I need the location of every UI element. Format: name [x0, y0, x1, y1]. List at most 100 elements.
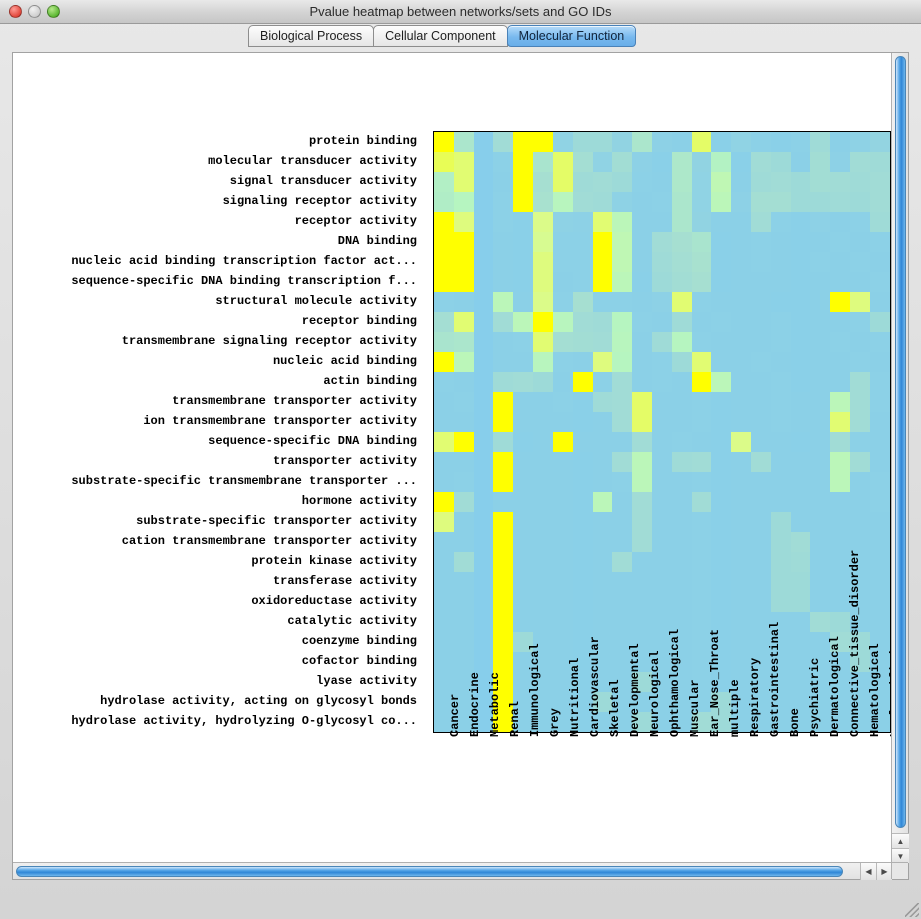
heatmap-cell[interactable]	[632, 532, 652, 552]
heatmap-cell[interactable]	[473, 652, 494, 672]
heatmap-cell[interactable]	[513, 472, 534, 492]
heatmap-cell[interactable]	[790, 512, 811, 532]
heatmap-cell[interactable]	[533, 132, 553, 152]
heatmap-cell[interactable]	[711, 352, 732, 372]
heatmap-cell[interactable]	[513, 432, 534, 452]
heatmap-cell[interactable]	[810, 652, 831, 672]
heatmap-cell[interactable]	[731, 552, 751, 572]
heatmap-cell[interactable]	[790, 692, 811, 712]
heatmap-cell[interactable]	[612, 212, 633, 232]
heatmap-cell[interactable]	[651, 252, 672, 272]
heatmap-cell[interactable]	[691, 232, 712, 252]
heatmap-cell[interactable]	[691, 652, 712, 672]
heatmap-cell[interactable]	[453, 632, 474, 652]
heatmap-cell[interactable]	[552, 332, 573, 352]
heatmap-cell[interactable]	[552, 132, 573, 152]
heatmap-cell[interactable]	[830, 272, 851, 292]
heatmap-cell[interactable]	[830, 692, 851, 712]
heatmap-cell[interactable]	[434, 412, 454, 432]
heatmap-cell[interactable]	[434, 652, 454, 672]
heatmap-cell[interactable]	[612, 612, 633, 632]
heatmap-cell[interactable]	[790, 392, 811, 412]
heatmap-cell[interactable]	[731, 492, 751, 512]
heatmap-cell[interactable]	[632, 152, 652, 172]
heatmap-cell[interactable]	[751, 152, 771, 172]
heatmap-cell[interactable]	[810, 452, 831, 472]
heatmap-cell[interactable]	[671, 632, 692, 652]
heatmap-cell[interactable]	[830, 152, 851, 172]
heatmap-cell[interactable]	[790, 552, 811, 572]
heatmap-cell[interactable]	[632, 672, 652, 692]
heatmap-cell[interactable]	[592, 632, 613, 652]
heatmap-cell[interactable]	[651, 132, 672, 152]
heatmap-cell[interactable]	[434, 232, 454, 252]
heatmap-cell[interactable]	[453, 172, 474, 192]
heatmap-cell[interactable]	[711, 532, 732, 552]
heatmap-cell[interactable]	[711, 412, 732, 432]
heatmap-cell[interactable]	[751, 412, 771, 432]
heatmap-cell[interactable]	[790, 332, 811, 352]
heatmap-cell[interactable]	[691, 672, 712, 692]
heatmap-cell[interactable]	[533, 352, 553, 372]
heatmap-cell[interactable]	[632, 632, 652, 652]
heatmap-cell[interactable]	[671, 212, 692, 232]
heatmap-cell[interactable]	[473, 612, 494, 632]
heatmap-cell[interactable]	[513, 692, 534, 712]
heatmap-cell[interactable]	[592, 612, 613, 632]
heatmap-cell[interactable]	[612, 692, 633, 712]
heatmap-cell[interactable]	[592, 552, 613, 572]
heatmap-cell[interactable]	[711, 452, 732, 472]
heatmap-cell[interactable]	[513, 152, 534, 172]
heatmap-cell[interactable]	[651, 692, 672, 712]
heatmap-cell[interactable]	[751, 572, 771, 592]
heatmap-cell[interactable]	[513, 552, 534, 572]
heatmap-cell[interactable]	[513, 252, 534, 272]
heatmap-cell[interactable]	[533, 472, 553, 492]
heatmap-cell[interactable]	[810, 712, 831, 732]
heatmap-cell[interactable]	[453, 692, 474, 712]
heatmap-cell[interactable]	[731, 692, 751, 712]
heatmap-cell[interactable]	[493, 412, 514, 432]
heatmap-cell[interactable]	[751, 372, 771, 392]
heatmap-cell[interactable]	[671, 172, 692, 192]
heatmap-cell[interactable]	[790, 412, 811, 432]
heatmap-cell[interactable]	[751, 192, 771, 212]
heatmap-cell[interactable]	[770, 692, 791, 712]
heatmap-cell[interactable]	[632, 312, 652, 332]
heatmap-cell[interactable]	[533, 572, 553, 592]
heatmap-cell[interactable]	[810, 512, 831, 532]
heatmap-cell[interactable]	[671, 132, 692, 152]
heatmap-cell[interactable]	[691, 432, 712, 452]
heatmap-cell[interactable]	[810, 312, 831, 332]
resize-grip-icon[interactable]	[905, 903, 919, 917]
heatmap-cell[interactable]	[731, 332, 751, 352]
heatmap-cell[interactable]	[612, 632, 633, 652]
heatmap-cell[interactable]	[770, 672, 791, 692]
heatmap-cell[interactable]	[552, 192, 573, 212]
heatmap-cell[interactable]	[810, 592, 831, 612]
heatmap-cell[interactable]	[533, 552, 553, 572]
heatmap-cell[interactable]	[691, 152, 712, 172]
heatmap-cell[interactable]	[453, 592, 474, 612]
heatmap-cell[interactable]	[869, 452, 890, 472]
heatmap-cell[interactable]	[612, 172, 633, 192]
heatmap-cell[interactable]	[434, 592, 454, 612]
heatmap-cell[interactable]	[711, 132, 732, 152]
heatmap-cell[interactable]	[493, 372, 514, 392]
heatmap-cell[interactable]	[434, 672, 454, 692]
heatmap-cell[interactable]	[552, 292, 573, 312]
heatmap-cell[interactable]	[493, 252, 514, 272]
heatmap-cell[interactable]	[810, 252, 831, 272]
heatmap-cell[interactable]	[810, 552, 831, 572]
heatmap-cell[interactable]	[493, 652, 514, 672]
heatmap-cell[interactable]	[869, 432, 890, 452]
heatmap-cell[interactable]	[691, 292, 712, 312]
heatmap-cell[interactable]	[473, 412, 494, 432]
heatmap-cell[interactable]	[691, 132, 712, 152]
heatmap-cell[interactable]	[493, 472, 514, 492]
heatmap-cell[interactable]	[612, 192, 633, 212]
heatmap-cell[interactable]	[473, 332, 494, 352]
heatmap-cell[interactable]	[513, 612, 534, 632]
heatmap-cell[interactable]	[592, 172, 613, 192]
heatmap-cell[interactable]	[473, 452, 494, 472]
